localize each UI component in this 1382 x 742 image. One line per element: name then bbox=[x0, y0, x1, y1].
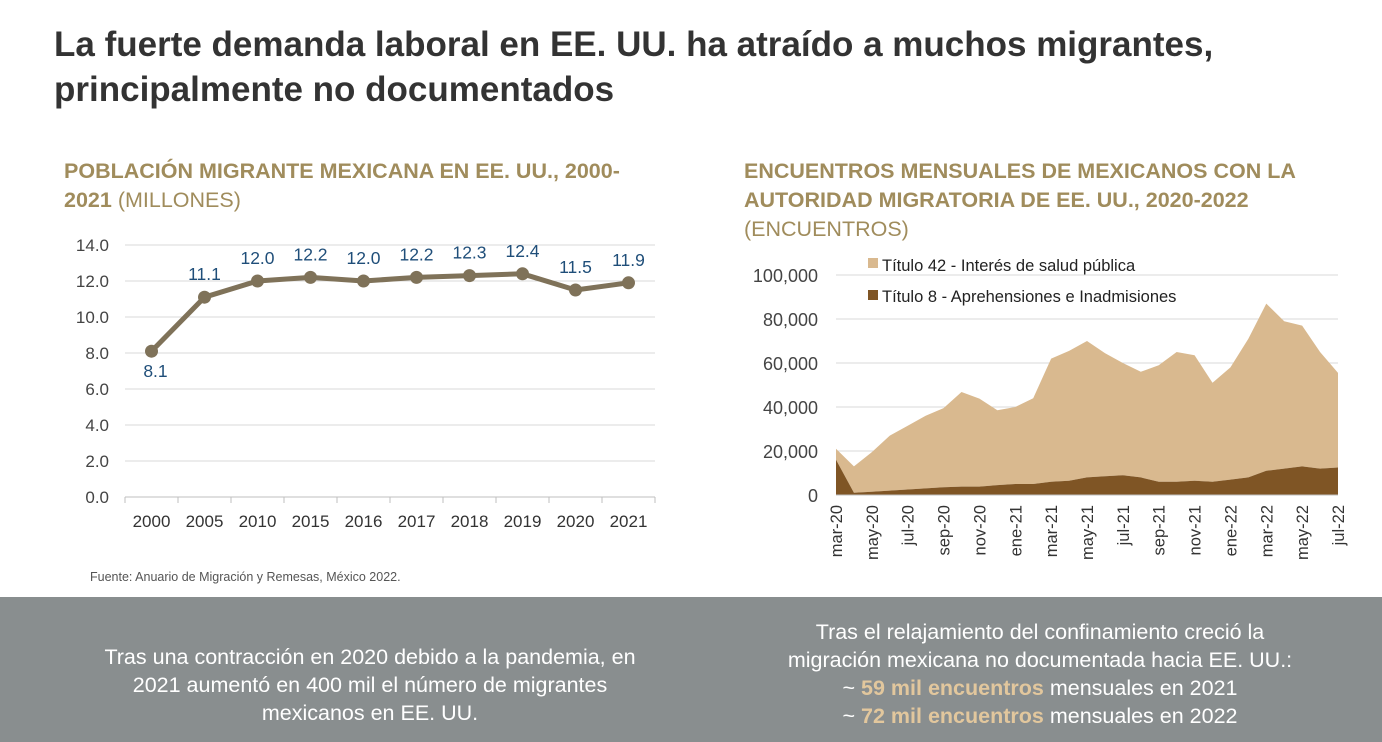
x-tick-label: mar-20 bbox=[828, 505, 846, 557]
data-point bbox=[569, 283, 582, 297]
right-chart-unit: (ENCUENTROS) bbox=[744, 217, 909, 241]
x-tick-label: 2010 bbox=[239, 512, 277, 531]
y-tick-label: 14.0 bbox=[76, 236, 109, 255]
y-tick-label: 4.0 bbox=[85, 416, 109, 435]
y-tick-label: 100,000 bbox=[753, 266, 818, 286]
x-tick-label: jul-22 bbox=[1330, 505, 1348, 546]
left-chart-title-main: POBLACIÓN MIGRANTE MEXICANA EN EE. UU., … bbox=[64, 159, 620, 212]
data-label: 12.0 bbox=[240, 248, 274, 268]
legend-swatch-titulo-42 bbox=[868, 258, 878, 268]
x-tick-label: 2019 bbox=[504, 512, 542, 531]
data-label: 12.3 bbox=[452, 243, 486, 263]
line-chart: 0.0 2.0 4.0 6.0 8.0 10.0 12.0 14.0 2000 2005 2010 2… bbox=[76, 236, 656, 531]
data-point bbox=[145, 344, 158, 358]
data-point bbox=[463, 269, 476, 283]
bullet-2022-suffix: mensuales en 2022 bbox=[1043, 704, 1238, 728]
x-tick-label: jul-21 bbox=[1115, 505, 1133, 546]
data-label: 12.2 bbox=[399, 244, 433, 264]
bullet-2021-prefix: ~ bbox=[842, 676, 862, 700]
data-label: 11.1 bbox=[188, 264, 221, 284]
x-tick-label: nov-20 bbox=[971, 505, 989, 555]
right-chart-title: ENCUENTROS MENSUALES DE MEXICANOS CON LA… bbox=[744, 157, 1344, 244]
x-tick-label: may-21 bbox=[1079, 505, 1097, 560]
y-tick-label: 2.0 bbox=[85, 452, 109, 471]
footer-left-text: Tras una contracción en 2020 debido a la… bbox=[104, 645, 636, 725]
x-tick-label: may-20 bbox=[864, 505, 882, 560]
series-area-titulo-8 bbox=[836, 459, 1338, 495]
legend-swatch-titulo-8 bbox=[868, 290, 878, 300]
legend-label-titulo-42: Título 42 - Interés de salud pública bbox=[882, 257, 1136, 275]
left-chart-title: POBLACIÓN MIGRANTE MEXICANA EN EE. UU., … bbox=[64, 157, 664, 215]
bullet-2022-prefix: ~ bbox=[842, 704, 862, 728]
y-tick-label: 0.0 bbox=[85, 488, 109, 507]
series-area-titulo-42 bbox=[836, 303, 1338, 493]
bullet-2022-highlight: 72 mil encuentros bbox=[861, 704, 1044, 728]
y-tick-label: 10.0 bbox=[76, 308, 109, 327]
y-tick-label: 60,000 bbox=[763, 354, 818, 374]
data-point bbox=[516, 267, 529, 281]
right-chart-title-main: ENCUENTROS MENSUALES DE MEXICANOS CON LA… bbox=[744, 159, 1296, 212]
y-tick-label: 6.0 bbox=[85, 380, 109, 399]
data-point bbox=[251, 274, 264, 288]
legend-label-titulo-8: Título 8 - Aprehensiones e Inadmisiones bbox=[882, 288, 1176, 306]
x-tick-label: nov-21 bbox=[1187, 505, 1205, 555]
x-tick-label: mar-21 bbox=[1043, 505, 1061, 557]
data-label: 11.5 bbox=[559, 257, 592, 277]
data-label: 11.9 bbox=[612, 250, 645, 270]
x-tick-label: 2021 bbox=[610, 512, 648, 531]
footer-bullet-2022: ~ 72 mil encuentros mensuales en 2022 bbox=[770, 702, 1310, 730]
footer-right-intro: Tras el relajamiento del confinamiento c… bbox=[787, 620, 1293, 672]
series-line bbox=[149, 271, 629, 353]
footer-band: Tras una contracción en 2020 debido a la… bbox=[0, 597, 1382, 742]
footer-bullet-2021: ~ 59 mil encuentros mensuales en 2021 bbox=[770, 674, 1310, 702]
x-tick-label: 2015 bbox=[292, 512, 330, 531]
y-tick-label: 12.0 bbox=[76, 272, 109, 291]
data-label: 12.4 bbox=[505, 241, 539, 261]
y-tick-label: 20,000 bbox=[763, 442, 818, 462]
x-tick-label: ene-21 bbox=[1007, 505, 1025, 556]
x-tick-label: 2018 bbox=[451, 512, 489, 531]
y-tick-label: 40,000 bbox=[763, 398, 818, 418]
data-point bbox=[198, 290, 211, 304]
footer-right-text: Tras el relajamiento del confinamiento c… bbox=[770, 618, 1310, 730]
data-point bbox=[357, 274, 370, 288]
data-point bbox=[304, 270, 317, 284]
data-label: 12.0 bbox=[346, 248, 380, 268]
x-tick-label: jul-20 bbox=[900, 505, 918, 546]
data-label: 8.1 bbox=[143, 361, 167, 381]
y-tick-label: 80,000 bbox=[763, 310, 818, 330]
x-tick-label: may-22 bbox=[1294, 505, 1312, 560]
page-title: La fuerte demanda laboral en EE. UU. ha … bbox=[54, 25, 1214, 109]
data-label: 12.2 bbox=[293, 244, 327, 264]
x-tick-label: mar-22 bbox=[1258, 505, 1276, 557]
x-tick-label: sep-20 bbox=[936, 505, 954, 555]
x-tick-label: 2017 bbox=[398, 512, 436, 531]
x-tick-label: sep-21 bbox=[1151, 505, 1169, 555]
bullet-2021-highlight: 59 mil encuentros bbox=[861, 676, 1044, 700]
bullet-2021-suffix: mensuales en 2021 bbox=[1043, 676, 1238, 700]
y-tick-label: 0 bbox=[808, 486, 818, 506]
area-chart: 0 20,000 40,000 60,000 80,000 100,000 mar-20 ma… bbox=[753, 257, 1348, 560]
x-tick-label: 2005 bbox=[186, 512, 224, 531]
data-point bbox=[622, 276, 635, 290]
y-tick-label: 8.0 bbox=[85, 344, 109, 363]
x-tick-label: 2016 bbox=[345, 512, 383, 531]
x-tick-label: 2000 bbox=[133, 512, 171, 531]
x-tick-label: 2020 bbox=[557, 512, 595, 531]
source-note: Fuente: Anuario de Migración y Remesas, … bbox=[90, 570, 401, 584]
data-point bbox=[410, 270, 423, 284]
left-chart-unit: (MILLONES) bbox=[117, 188, 241, 212]
x-tick-label: ene-22 bbox=[1222, 505, 1240, 556]
